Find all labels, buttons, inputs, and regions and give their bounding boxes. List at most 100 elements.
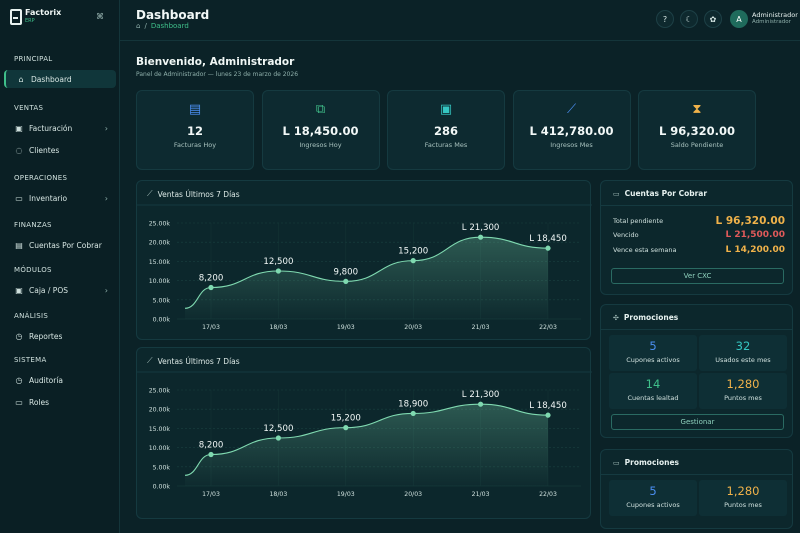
brand-sub: ERP (25, 18, 35, 24)
promo-value: 5 (649, 339, 657, 353)
x-tick-label: 18/03 (269, 491, 287, 498)
data-point (478, 234, 484, 240)
stat-label: Facturas Hoy (173, 141, 217, 149)
stat-label: Ingresos Hoy (299, 141, 342, 149)
y-tick-label: 0.00k (153, 484, 171, 491)
sidebar-item[interactable]: ▣ Caja / POS › (4, 281, 116, 299)
sidebar-item[interactable]: ▭ Roles (4, 393, 116, 411)
data-label: L 21,300 (462, 390, 500, 400)
calendar-icon: ▣ (439, 102, 453, 117)
y-tick-label: 0.00k (153, 317, 171, 324)
cxc-row-week: Vence esta semana L 14,200.00 (613, 245, 785, 255)
data-label: 8,200 (199, 441, 224, 451)
settings-icon[interactable]: ✿ (704, 10, 722, 28)
y-tick-label: 25.00k (149, 221, 171, 228)
sidebar-item[interactable]: ▭ Inventario › (4, 189, 116, 207)
data-point (545, 412, 551, 418)
nav-section-title: PRINCIPAL (14, 55, 53, 63)
data-label: 18,900 (398, 399, 428, 409)
y-tick-label: 15.00k (149, 426, 171, 433)
divider (601, 205, 792, 206)
sidebar-item[interactable]: ▣ Facturación › (4, 119, 116, 137)
avatar[interactable]: A (730, 10, 748, 28)
sidebar: Factorix ERP ⌘ PRINCIPAL ⌂ Dashboard VENTAS… (0, 0, 120, 533)
promo-label: Cuentas lealtad (627, 394, 679, 402)
help-icon[interactable]: ? (656, 10, 674, 28)
promotions-title: Promociones (624, 458, 679, 467)
hourglass-icon: ⧗ (692, 102, 702, 117)
x-tick-label: 21/03 (472, 491, 490, 498)
stat-card[interactable]: ▤ 12 Facturas Hoy (136, 90, 254, 170)
sidebar-item[interactable]: ▤ Cuentas Por Cobrar (4, 236, 116, 254)
nav-section-title: FINANZAS (14, 221, 52, 229)
promo-value: 14 (645, 377, 661, 391)
promo-value: 1,280 (726, 377, 760, 391)
breadcrumb-current[interactable]: Dashboard (150, 22, 189, 30)
collapse-sidebar-icon[interactable]: ⌘ (96, 12, 104, 21)
welcome-subtitle: Panel de Administrador — lunes 23 de mar… (136, 71, 299, 78)
nav-section-title: SISTEMA (14, 356, 47, 364)
home-icon: ⌂ (18, 74, 24, 84)
cxc-value: L 96,320.00 (715, 215, 785, 227)
sidebar-item-label: Cuentas Por Cobrar (29, 240, 102, 250)
stat-value: L 96,320.00 (658, 124, 736, 138)
clock-icon: ◷ (15, 375, 23, 385)
promo-stat: 32 Usados este mes (699, 335, 787, 371)
y-tick-label: 15.00k (149, 259, 171, 266)
card-icon: ▭ (613, 189, 620, 198)
chevron-right-icon: › (104, 123, 108, 133)
sidebar-item-label: Clientes (29, 145, 60, 155)
sidebar-item[interactable]: ◷ Auditoría (4, 371, 116, 389)
data-point (545, 245, 551, 251)
data-point (275, 435, 281, 441)
receivables-icon: ▤ (15, 240, 23, 250)
stat-card[interactable]: ⧗ L 96,320.00 Saldo Pendiente (638, 90, 756, 170)
view-cxc-button[interactable]: Ver CXC (611, 268, 784, 284)
y-tick-label: 10.00k (149, 445, 171, 452)
manage-promotions-button[interactable]: Gestionar (611, 414, 784, 430)
data-label: L 18,450 (529, 401, 567, 411)
y-tick-label: 20.00k (149, 240, 171, 247)
line-chart-icon: ⟋ (147, 189, 153, 198)
nav-section-title: OPERACIONES (14, 174, 68, 182)
brand-name: Factorix (25, 8, 62, 17)
stat-value: L 412,780.00 (529, 124, 614, 138)
sidebar-item[interactable]: ⌂ Dashboard (4, 70, 116, 88)
data-point (343, 278, 349, 284)
stat-card[interactable]: ▣ 286 Facturas Mes (387, 90, 505, 170)
chart-title: Ventas Últimos 7 Días (157, 356, 240, 366)
cxc-row-total: Total pendiente L 96,320.00 (613, 215, 785, 227)
stat-card[interactable]: ⧉ L 18,450.00 Ingresos Hoy (261, 90, 380, 170)
cxc-label: Vencido (613, 231, 639, 239)
y-tick-label: 25.00k (149, 388, 171, 395)
header-divider (120, 40, 800, 41)
series-area (185, 404, 548, 486)
promo-stat: 1,280 Puntos mes (699, 373, 787, 409)
sidebar-item-label: Reportes (29, 331, 63, 341)
line-chart-icon: ⟋ (147, 356, 153, 365)
data-point (275, 268, 281, 274)
stat-label: Facturas Mes (424, 141, 468, 149)
stat-value: L 18,450.00 (282, 124, 359, 138)
sidebar-item[interactable]: ◷ Reportes (4, 327, 116, 345)
data-point (410, 258, 416, 264)
cxc-label: Total pendiente (613, 217, 664, 225)
brand-logo[interactable]: Factorix ERP (10, 9, 61, 25)
home-icon[interactable]: ⌂ (136, 22, 141, 30)
moon-icon[interactable]: ☾ (680, 10, 698, 28)
data-label: L 21,300 (462, 223, 500, 233)
chevron-right-icon: › (104, 193, 108, 203)
data-label: 8,200 (199, 274, 224, 284)
promo-label: Puntos mes (724, 394, 762, 402)
sidebar-item[interactable]: ◌ Clientes (4, 141, 116, 159)
stat-card[interactable]: ⟋ L 412,780.00 Ingresos Mes (512, 90, 631, 170)
nav-section-title: VENTAS (14, 104, 44, 112)
cxc-label: Vence esta semana (613, 246, 677, 254)
sidebar-item-label: Facturación (29, 123, 73, 133)
x-tick-label: 22/03 (539, 491, 557, 498)
tag-icon: ✣ (613, 313, 619, 322)
y-tick-label: 5.00k (153, 464, 171, 471)
promo-stat: 1,280 Puntos mes (699, 480, 787, 516)
chart-title: Ventas Últimos 7 Días (157, 189, 240, 199)
cash-icon: ⧉ (315, 102, 326, 117)
